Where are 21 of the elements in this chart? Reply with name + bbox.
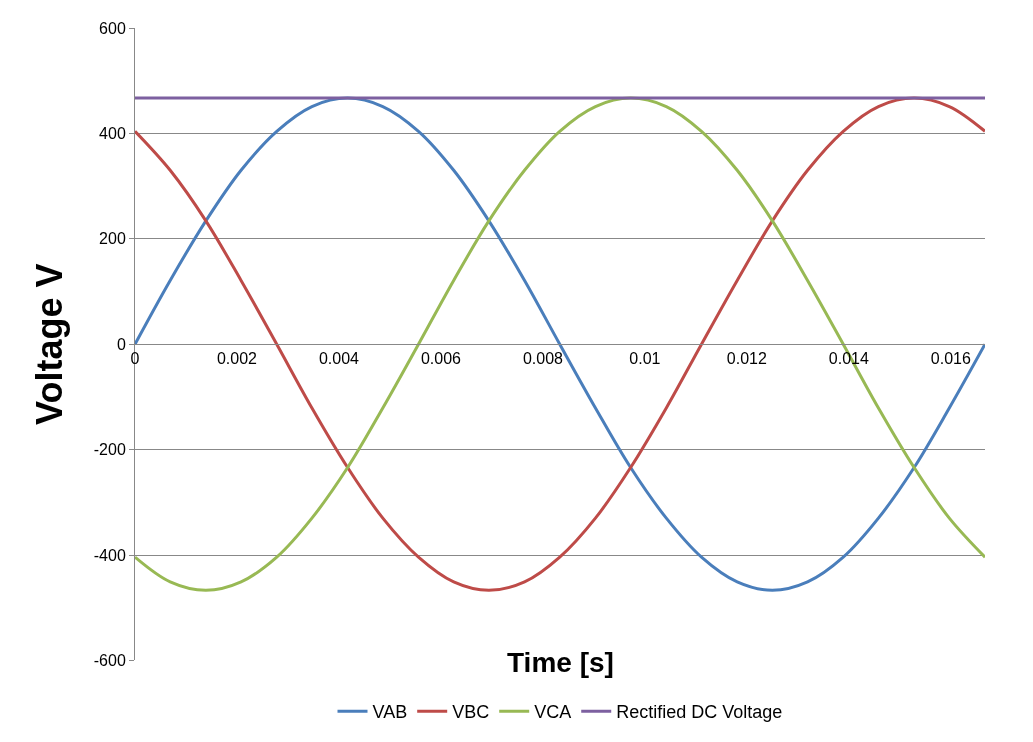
legend-label: VCA (534, 702, 572, 723)
y-tick-label: -400 (93, 546, 126, 564)
y-axis-title: Voltage V (28, 263, 70, 425)
x-axis-title: Time [s] (507, 647, 614, 678)
y-tick-label: -200 (93, 441, 126, 459)
y-tick-label: 600 (99, 19, 126, 37)
y-tick-label: -600 (93, 652, 126, 670)
x-tick-label: 0.008 (522, 350, 564, 368)
x-tick-label: 0.004 (318, 350, 360, 368)
y-tick-label: 0 (116, 335, 126, 353)
legend-label: VAB (372, 702, 408, 723)
x-tick-label: 0.006 (420, 350, 462, 368)
y-tick-label: 200 (99, 230, 126, 248)
legend-label: VBC (452, 702, 490, 723)
x-tick-label: 0.01 (629, 350, 661, 368)
y-tick-label: 400 (99, 125, 126, 143)
x-tick-label: 0.012 (726, 350, 767, 368)
x-tick-label: 0.016 (930, 350, 971, 368)
legend-label: Rectified DC Voltage (616, 702, 783, 723)
x-tick-label: 0 (130, 350, 140, 368)
x-tick-label: 0.002 (216, 350, 258, 368)
